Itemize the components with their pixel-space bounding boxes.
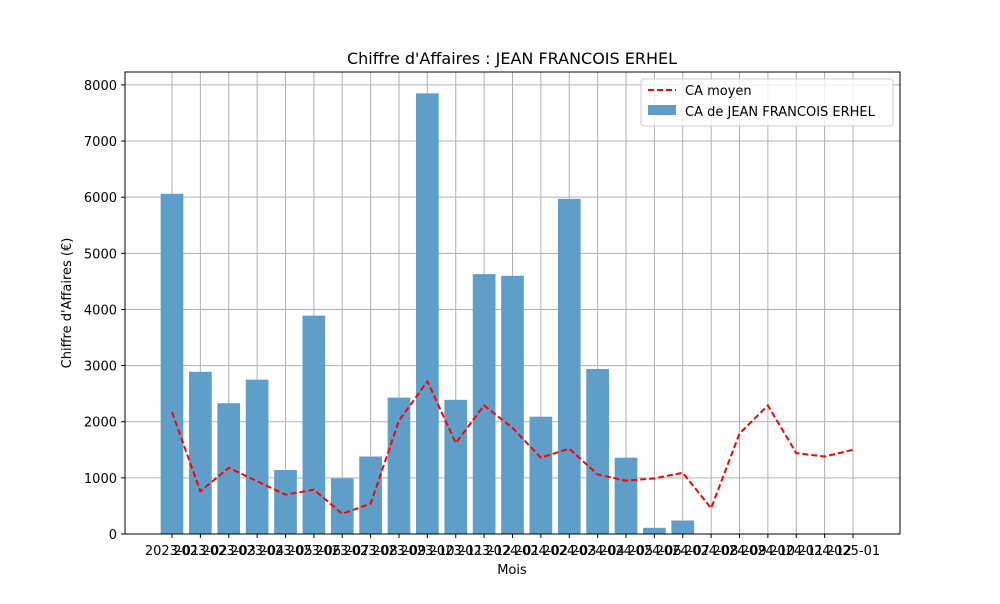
bar: [529, 416, 553, 534]
bars-layer: [160, 93, 695, 534]
legend-box: [640, 78, 894, 127]
x-tick-label: 2024-03: [542, 544, 596, 559]
x-tick-label: 2024-12: [797, 544, 851, 559]
x-tick-label: 2024-06: [627, 544, 681, 559]
x-tick-label: 2024-09: [712, 544, 766, 559]
x-tick-label: 2025-01: [826, 544, 880, 559]
bar: [387, 397, 411, 534]
x-tick-label: 2024-08: [684, 544, 738, 559]
bar: [330, 478, 354, 534]
bar: [245, 379, 269, 534]
legend-label-revenue: CA de JEAN FRANCOIS ERHEL: [685, 105, 876, 120]
x-tick-label: 2023-06: [287, 544, 341, 559]
x-tick-label: 2023-12: [457, 544, 511, 559]
x-tick-label: 2023-01: [145, 544, 199, 559]
chart-title: Chiffre d'Affaires : JEAN FRANCOIS ERHEL: [347, 49, 677, 68]
bar: [189, 371, 212, 534]
x-tick-label: 2024-05: [599, 544, 653, 559]
y-tick-label: 1000: [84, 472, 117, 487]
bar: [614, 457, 638, 534]
bar: [643, 527, 666, 534]
x-tick-label: 2023-11: [429, 544, 483, 559]
bar: [416, 93, 439, 534]
bar: [274, 470, 297, 534]
bar: [586, 368, 609, 534]
x-tick-label: 2023-10: [400, 544, 454, 559]
y-tick-label: 3000: [84, 360, 117, 375]
y-tick-label: 7000: [84, 135, 117, 150]
x-tick-label: 2023-03: [202, 544, 256, 559]
x-tick-label: 2024-10: [741, 544, 795, 559]
x-tick-label: 2023-09: [372, 544, 426, 559]
bar: [472, 274, 496, 534]
x-tick-label: 2023-02: [173, 544, 227, 559]
bar: [501, 275, 524, 534]
legend: CA moyen CA de JEAN FRANCOIS ERHEL: [640, 78, 894, 127]
x-tick-label: 2024-07: [656, 544, 710, 559]
bar: [359, 456, 382, 534]
x-axis-label: Mois: [497, 563, 527, 578]
x-tick-label: 2024-02: [514, 544, 568, 559]
x-tick-label: 2023-08: [343, 544, 397, 559]
y-tick-label: 5000: [84, 247, 117, 262]
x-tick-label: 2023-07: [315, 544, 369, 559]
x-tick-label: 2024-04: [570, 544, 624, 559]
legend-swatch-revenue-bar: [648, 105, 676, 115]
y-tick-label: 2000: [84, 416, 117, 431]
y-tick-label: 8000: [84, 79, 117, 94]
y-tick-label: 0: [109, 528, 117, 543]
y-tick-label: 4000: [84, 303, 117, 318]
x-tick-label: 2023-04: [230, 544, 284, 559]
y-axis-label: Chiffre d'Affaires (€): [60, 238, 75, 369]
bar: [671, 520, 695, 534]
legend-label-average: CA moyen: [685, 84, 752, 99]
ticks-layer: 2023-012023-022023-032023-042023-052023-…: [84, 79, 880, 559]
average-line: [171, 379, 854, 515]
bar: [160, 193, 184, 534]
x-tick-label: 2023-05: [258, 544, 312, 559]
bar: [444, 399, 468, 534]
bar: [302, 315, 326, 534]
line-layer: [171, 379, 854, 515]
y-tick-label: 6000: [84, 191, 117, 206]
x-tick-label: 2024-01: [485, 544, 539, 559]
x-tick-label: 2024-11: [769, 544, 823, 559]
bar: [557, 198, 581, 534]
